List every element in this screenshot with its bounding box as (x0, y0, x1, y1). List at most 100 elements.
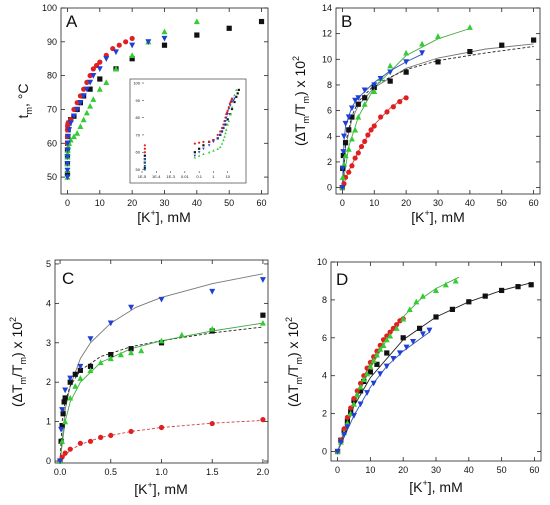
panel-c-green-triangle-up-point (259, 319, 266, 326)
panel-d-ytick-label: 0 (322, 447, 327, 457)
panel-b-red-circle-point (352, 155, 358, 161)
inset-green-point (218, 145, 222, 149)
panel-d-red-circle-point (341, 426, 347, 432)
panel-a-blue-triangle-down-point (64, 167, 71, 174)
panel-d-blue-triangle-down-point (390, 356, 397, 362)
panel-d-red-circle-point (361, 373, 367, 379)
panel-b-black-square-point (403, 69, 409, 75)
panel-c-ytick-label: 4 (46, 298, 51, 308)
panel-d-xtick-label: 20 (398, 465, 408, 475)
panel-d-black-square-point (528, 282, 534, 288)
panel-a-green-triangle-up-point (74, 130, 81, 136)
inset-blue-point (222, 126, 225, 130)
inset-green-point (233, 93, 236, 97)
panel-a-ytick-label: 90 (47, 37, 57, 47)
panel-c-green-triangle-up-point (158, 337, 165, 344)
inset-red-point (230, 99, 233, 102)
panel-d-green-triangle-up-point (380, 342, 387, 348)
panel-c-blue-triangle-down-point (87, 336, 94, 342)
panel-d-green-triangle-up-point (400, 315, 407, 322)
panel-a-red-circle-point (123, 39, 129, 45)
panel-b-green-triangle-up-point (352, 126, 359, 133)
panel-d-ytick-label: 4 (322, 371, 327, 381)
panel-c-ytick-label: 5 (46, 259, 51, 269)
inset-blue-point (197, 151, 201, 154)
inset-red-point (225, 111, 229, 114)
panel-b-red-circle-point (368, 127, 374, 133)
panel-c-blue-triangle-down-point (107, 320, 114, 327)
panel-b-blue-triangle-down-point (377, 75, 384, 82)
inset-blue-point (232, 99, 235, 102)
inset-blue-point (223, 123, 226, 126)
panel-d-green-triangle-up-point (354, 391, 361, 398)
panel-b-green-triangle-up-point (371, 88, 378, 94)
inset-red-point (143, 147, 146, 150)
panel-d-blue-triangle-down-point (410, 339, 417, 345)
inset-green-point (193, 156, 197, 159)
inset-green-point (226, 123, 229, 126)
panel-a-black-square-point (226, 25, 232, 31)
inset-green-point (220, 142, 224, 145)
panel-a-green-triangle-up-point (87, 102, 94, 109)
panel-d-black-square-point (466, 299, 472, 305)
panel-d-blue-triangle-down-point (370, 380, 377, 387)
panel-b-ytick-label: 12 (322, 29, 332, 39)
inset-xtick-label: 1E-3 (166, 174, 175, 179)
panel-c-ylabel: (ΔTm/Tm) x 102 (8, 317, 28, 407)
panel-a-blue-triangle-down-point (64, 147, 71, 154)
panel-b-red-circle-point (355, 150, 361, 156)
panel-d-letter: D (336, 270, 348, 289)
panel-d-green-triangle-up-point (350, 401, 357, 407)
inset-red-point (198, 141, 201, 144)
panel-d-black-square-point (449, 306, 456, 312)
panel-b-red-circle-point (397, 99, 403, 105)
inset-blue-point (224, 119, 227, 123)
panel-b-ticks: 0 10 20 30 40 50 60 0 2 4 6 8 10 12 14 (322, 3, 540, 208)
panel-b-blue-triangle-down-point (387, 69, 394, 76)
panel-b-blue-triangle-down-point (348, 105, 355, 112)
inset-black-point (143, 154, 146, 157)
panel-b-red-circle-point (349, 163, 355, 169)
panel-c-xtick-label: 2.0 (257, 467, 270, 477)
panel-c-fit-curve (59, 326, 263, 462)
panel-c-blue-triangle-down-point (62, 387, 69, 394)
panel-a-marks (64, 18, 265, 181)
panel-c-xtick-label: 0.0 (54, 467, 67, 477)
panel-b-green-triangle-up-point (348, 135, 355, 142)
panel-d-red-circle-point (367, 359, 373, 366)
inset-black-point (198, 147, 201, 150)
panel-a-black-square-point (161, 42, 168, 48)
panel-a-blue-triangle-down-point (65, 133, 72, 140)
inset-red-point (193, 142, 196, 145)
panel-a-green-triangle-up-point (83, 109, 90, 116)
panel-b-blue-triangle-down-point (339, 165, 346, 172)
panel-d-black-square-point (374, 361, 380, 367)
panel-c-blue-triangle-down-point (158, 296, 165, 303)
panel-b-blue-triangle-down-point (403, 59, 410, 65)
inset-blue-point (143, 168, 147, 171)
panel-a-blue-triangle-down-point (145, 39, 152, 45)
panel-a-ytick-label: 60 (47, 138, 57, 148)
inset-ytick-label: 80 (136, 115, 141, 120)
panel-d-green-triangle-up-point (433, 287, 439, 294)
panel-b-letter: B (341, 12, 352, 31)
inset-xtick-label: 1E-5 (138, 174, 147, 179)
panel-b-xtick-label: 50 (497, 198, 507, 208)
inset-green-point (223, 135, 226, 138)
panel-b-ytick-label: 8 (327, 80, 332, 90)
inset-black-point (143, 166, 146, 169)
panel-c-blue-triangle-down-point (58, 426, 65, 433)
inset-blue-point (193, 154, 197, 158)
panel-d-green-triangle-up-point (367, 363, 374, 369)
panel-d-green-triangle-up-point (364, 370, 371, 377)
panel-b-blue-triangle-down-point (419, 50, 426, 57)
panel-c-green-triangle-up-point (72, 383, 79, 389)
panel-c-xtick-label: 0.5 (105, 467, 118, 477)
inset-xtick-label: 1 (212, 174, 215, 179)
panel-d-green-triangle-up-point (442, 281, 449, 288)
panel-d-blue-triangle-down-point (403, 344, 410, 351)
inset-red-point (143, 144, 146, 147)
inset-red-point (208, 140, 211, 143)
panel-a-ytick-label: 100 (42, 3, 57, 13)
panel-b-green-triangle-up-point (466, 24, 473, 30)
